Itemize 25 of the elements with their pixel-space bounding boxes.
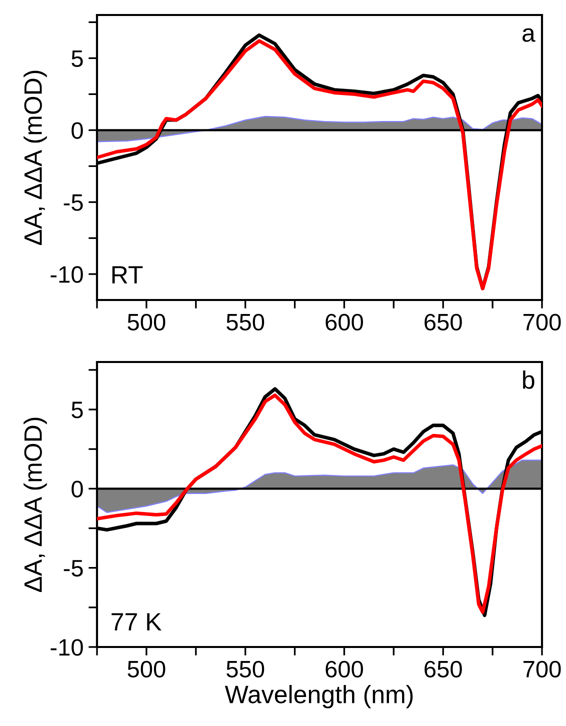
y-tick-label: 0 [72, 480, 83, 498]
y-tick-label: -5 [64, 194, 83, 211]
x-axis-title: Wavelength (nm) [224, 684, 413, 708]
y-tick-label: -5 [64, 560, 83, 577]
x-tick-label: 550 [226, 314, 264, 331]
x-tick-label: 650 [424, 660, 462, 678]
y-tick-label: 0 [72, 122, 83, 139]
y-axis-title: ΔA, ΔΔA (mOD) [24, 70, 47, 246]
y-tick-label: 5 [72, 402, 83, 418]
annotation: a [522, 28, 536, 42]
annotation: RT [112, 266, 143, 284]
x-tick-label: 650 [424, 314, 462, 331]
annotation: 77 K [112, 613, 162, 630]
x-tick-label: 600 [326, 660, 363, 678]
x-tick-label: 500 [128, 660, 166, 678]
x-tick-label: 500 [128, 314, 166, 331]
x-tick-label: 550 [226, 660, 264, 678]
y-tick-label: 5 [72, 50, 83, 67]
x-tick-label: 600 [326, 314, 363, 331]
y-tick-label: -10 [50, 266, 83, 283]
x-tick-label: 700 [524, 314, 561, 331]
y-tick-label: -10 [50, 639, 83, 656]
annotation: b [523, 370, 534, 389]
x-tick-label: 700 [524, 660, 561, 678]
y-axis-title: ΔA, ΔΔA (mOD) [24, 418, 47, 592]
